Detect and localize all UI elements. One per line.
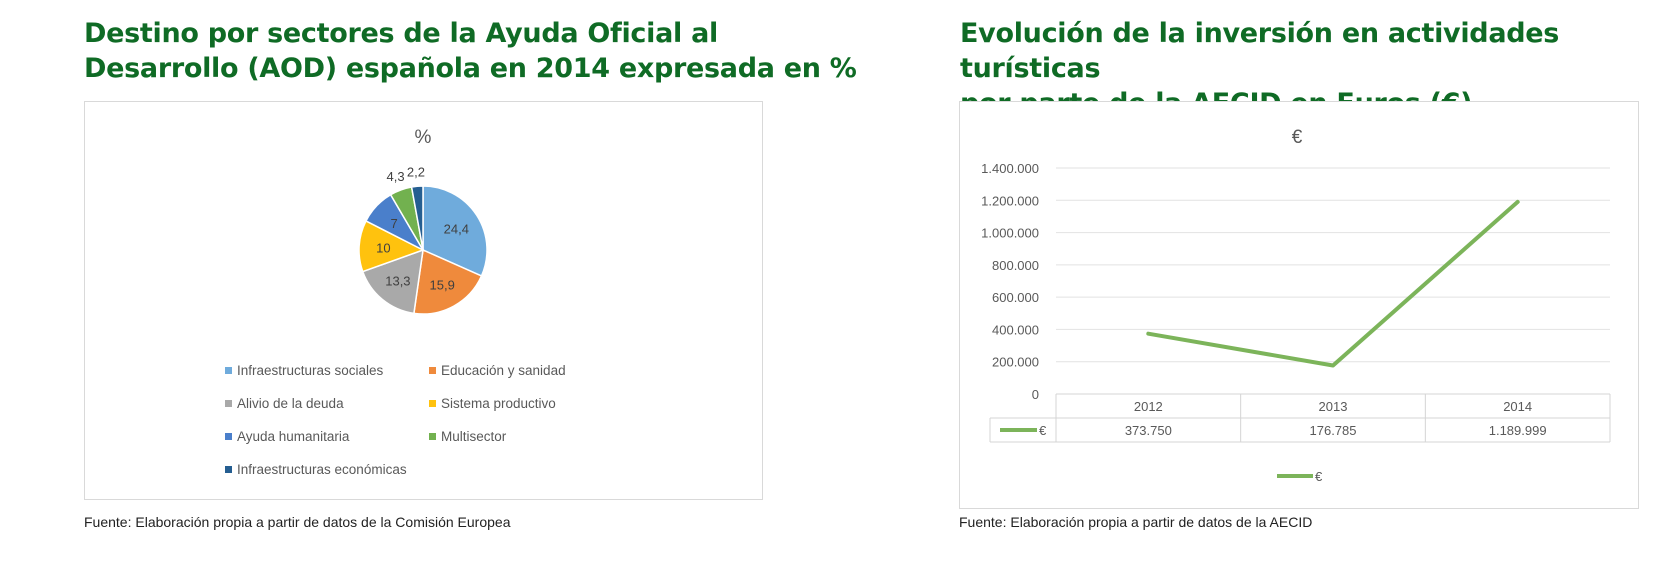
pie-title: % — [415, 127, 432, 148]
legend-label: Alivio de la deuda — [237, 396, 344, 411]
left-title-line-1: Destino por sectores de la Ayuda Oficial… — [84, 18, 718, 49]
pie-slice — [422, 185, 488, 277]
legend-swatch — [429, 367, 436, 374]
legend-item: Educación y sanidad — [429, 363, 566, 378]
pie-slice — [413, 248, 483, 315]
legend-item: Infraestructuras económicas — [225, 462, 407, 477]
legend-label: Sistema productivo — [441, 396, 556, 411]
legend-item: Multisector — [429, 429, 507, 444]
legend-item: Alivio de la deuda — [225, 396, 344, 411]
legend-label: Ayuda humanitaria — [237, 429, 350, 444]
legend-swatch — [429, 400, 436, 407]
legend-swatch — [225, 433, 232, 440]
pie-chart: % 24,4 15,9 13,3 107 4,3 2,2 Infraestructuras… — [225, 127, 566, 477]
y-tick-label: 800.000 — [992, 258, 1039, 273]
table-value: 373.750 — [1125, 423, 1172, 438]
y-tick-label: 1.400.000 — [981, 161, 1039, 176]
pie-chart-box: % 24,4 15,9 13,3 10 7 4,3 2,2 Infraestructuras… — [84, 101, 763, 500]
legend-swatch — [225, 400, 232, 407]
y-tick-label: 1.000.000 — [981, 226, 1039, 241]
legend-label: € — [1315, 469, 1323, 484]
y-tick-label: 1.200.000 — [981, 193, 1039, 208]
legend-item: Ayuda humanitaria — [225, 429, 350, 444]
legend-swatch — [225, 466, 232, 473]
right-source-note: Fuente: Elaboración propia a partir de d… — [959, 514, 1313, 530]
x-category-label: 2014 — [1503, 399, 1532, 414]
y-tick-label: 0 — [1032, 387, 1039, 402]
left-source-note: Fuente: Elaboración propia a partir de d… — [84, 514, 511, 530]
y-tick-label: 400.000 — [992, 322, 1039, 337]
legend-swatch — [429, 433, 436, 440]
left-title-line-2: Desarrollo (AOD) española en 2014 expres… — [84, 53, 857, 84]
pie-data-label: 7 — [390, 216, 397, 231]
pie-data-label: 2,2 — [407, 164, 425, 179]
pie-slice — [410, 185, 424, 251]
x-category-label: 2013 — [1319, 399, 1348, 414]
pie-data-label: 24,4 — [444, 221, 469, 236]
y-tick-label: 200.000 — [992, 355, 1039, 370]
y-tick-label: 600.000 — [992, 290, 1039, 305]
series-line — [1146, 199, 1520, 368]
line-chart-title: € — [1292, 127, 1303, 148]
legend-label: Infraestructuras económicas — [237, 462, 407, 477]
legend-swatch — [225, 367, 232, 374]
table-value: 176.785 — [1310, 423, 1357, 438]
table-value: 1.189.999 — [1489, 423, 1547, 438]
pie-slice — [361, 248, 424, 315]
x-category-label: 2012 — [1134, 399, 1163, 414]
pie-data-label: 15,9 — [430, 278, 455, 293]
legend-label: Educación y sanidad — [441, 363, 566, 378]
line-chart-box: € 0 200.000 400.000 600.000 800.000 1.000.000… — [959, 101, 1639, 509]
legend-item: Infraestructuras sociales — [225, 363, 384, 378]
line-chart: € 0 200.000 400.000 600.000 800.000 1.000.000… — [981, 127, 1611, 484]
pie-data-label: 13,3 — [385, 274, 410, 289]
right-title-line-1: Evolución de la inversión en actividades… — [960, 18, 1560, 84]
legend-label: Infraestructuras sociales — [237, 363, 384, 378]
legend-item: Sistema productivo — [429, 396, 556, 411]
legend-item: € — [1277, 469, 1323, 484]
pie-data-label: 10 — [376, 241, 390, 256]
table-series-name: € — [1039, 423, 1047, 438]
pie-data-label: 4,3 — [387, 169, 405, 184]
left-panel-title: Destino por sectores de la Ayuda Oficial… — [84, 16, 857, 86]
legend-label: Multisector — [441, 429, 507, 444]
